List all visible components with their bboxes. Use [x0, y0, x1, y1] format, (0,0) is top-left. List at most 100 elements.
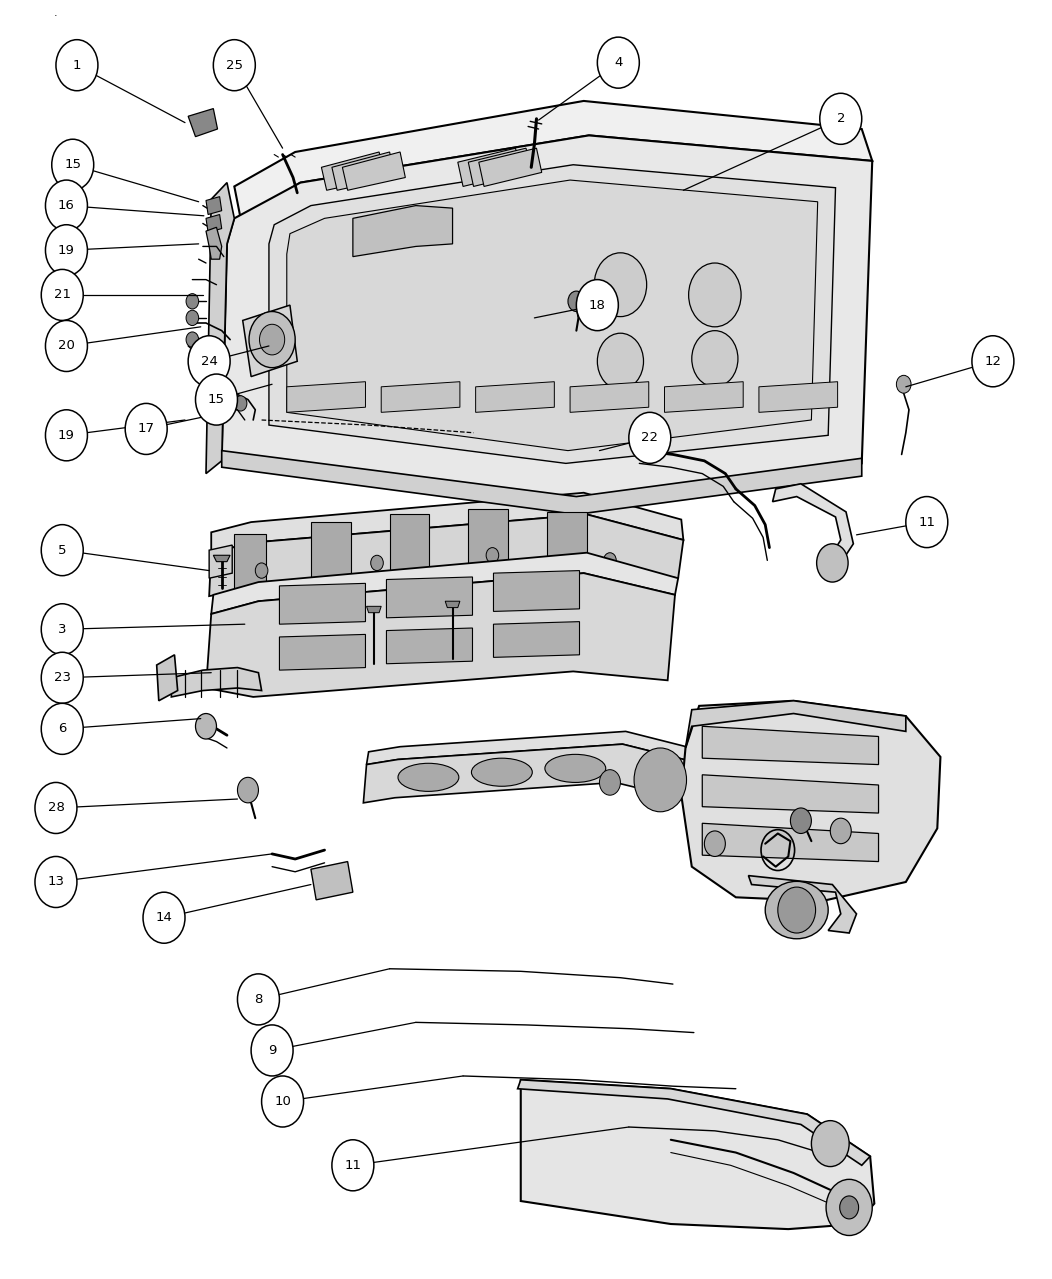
Ellipse shape	[545, 755, 606, 783]
Text: 25: 25	[226, 59, 243, 72]
Text: 15: 15	[208, 393, 225, 405]
Circle shape	[186, 311, 199, 326]
Polygon shape	[269, 165, 835, 463]
Text: 18: 18	[589, 298, 606, 312]
Text: 12: 12	[985, 354, 1002, 368]
Circle shape	[41, 604, 83, 655]
Polygon shape	[311, 862, 352, 900]
Circle shape	[41, 270, 83, 321]
Circle shape	[186, 294, 199, 310]
Circle shape	[41, 652, 83, 703]
Polygon shape	[235, 533, 266, 597]
Circle shape	[41, 703, 83, 755]
Polygon shape	[748, 876, 856, 934]
Circle shape	[196, 373, 238, 425]
Polygon shape	[342, 152, 405, 191]
Polygon shape	[280, 634, 365, 670]
Text: 13: 13	[47, 876, 64, 889]
Polygon shape	[222, 136, 872, 505]
Circle shape	[370, 555, 383, 570]
Circle shape	[826, 1179, 872, 1236]
Text: 10: 10	[275, 1095, 291, 1108]
Circle shape	[634, 748, 687, 812]
Polygon shape	[311, 522, 350, 588]
Polygon shape	[476, 381, 554, 412]
Polygon shape	[518, 1079, 870, 1165]
Circle shape	[186, 333, 199, 347]
Polygon shape	[331, 152, 394, 191]
Circle shape	[35, 857, 77, 908]
Polygon shape	[322, 152, 384, 191]
Circle shape	[238, 778, 259, 803]
Text: 17: 17	[138, 422, 155, 435]
Text: 19: 19	[58, 428, 75, 441]
Circle shape	[249, 312, 296, 367]
Polygon shape	[772, 483, 853, 563]
Polygon shape	[493, 622, 580, 657]
Text: .: .	[54, 8, 58, 18]
Polygon shape	[209, 514, 684, 596]
Circle shape	[604, 553, 616, 568]
Polygon shape	[521, 1079, 874, 1229]
Circle shape	[598, 334, 644, 389]
Polygon shape	[381, 381, 460, 412]
Text: 11: 11	[918, 515, 935, 528]
Circle shape	[629, 412, 671, 463]
Circle shape	[820, 93, 862, 145]
Text: 9: 9	[268, 1044, 277, 1056]
Text: 15: 15	[64, 159, 81, 171]
Polygon shape	[547, 512, 587, 578]
Circle shape	[188, 336, 230, 386]
Circle shape	[331, 1140, 373, 1191]
Circle shape	[45, 225, 87, 276]
Polygon shape	[206, 183, 235, 473]
Circle shape	[41, 524, 83, 576]
Polygon shape	[468, 509, 508, 576]
Circle shape	[811, 1120, 849, 1166]
Circle shape	[600, 770, 621, 796]
Polygon shape	[171, 668, 262, 697]
Circle shape	[143, 893, 185, 943]
Text: 1: 1	[73, 59, 81, 72]
Circle shape	[598, 37, 640, 88]
Text: 19: 19	[58, 244, 75, 257]
Circle shape	[238, 973, 280, 1024]
Polygon shape	[758, 381, 837, 412]
Polygon shape	[366, 606, 381, 613]
Circle shape	[56, 40, 98, 91]
Polygon shape	[206, 215, 222, 233]
Text: 4: 4	[614, 56, 623, 69]
Text: 24: 24	[201, 354, 218, 368]
Polygon shape	[363, 744, 705, 803]
Text: 20: 20	[58, 339, 75, 353]
Polygon shape	[211, 492, 684, 553]
Circle shape	[816, 544, 848, 582]
Polygon shape	[287, 180, 817, 450]
Polygon shape	[366, 732, 707, 765]
Circle shape	[214, 40, 256, 91]
Circle shape	[52, 139, 94, 191]
Polygon shape	[468, 148, 531, 187]
Circle shape	[896, 375, 911, 393]
Circle shape	[251, 1024, 294, 1076]
Circle shape	[568, 292, 585, 312]
Circle shape	[692, 331, 737, 386]
Circle shape	[256, 563, 268, 578]
Polygon shape	[665, 381, 743, 412]
Polygon shape	[280, 583, 365, 624]
Polygon shape	[206, 228, 222, 260]
Ellipse shape	[765, 881, 828, 939]
Text: 21: 21	[54, 289, 70, 302]
Circle shape	[839, 1196, 858, 1219]
Polygon shape	[157, 655, 178, 701]
Polygon shape	[703, 726, 878, 765]
Polygon shape	[386, 577, 472, 618]
Polygon shape	[389, 514, 429, 581]
Text: 22: 22	[642, 431, 659, 444]
Text: 8: 8	[255, 993, 263, 1005]
Polygon shape	[188, 109, 218, 137]
Polygon shape	[686, 701, 906, 748]
Polygon shape	[206, 197, 222, 215]
Circle shape	[262, 1076, 304, 1127]
Polygon shape	[287, 381, 365, 412]
